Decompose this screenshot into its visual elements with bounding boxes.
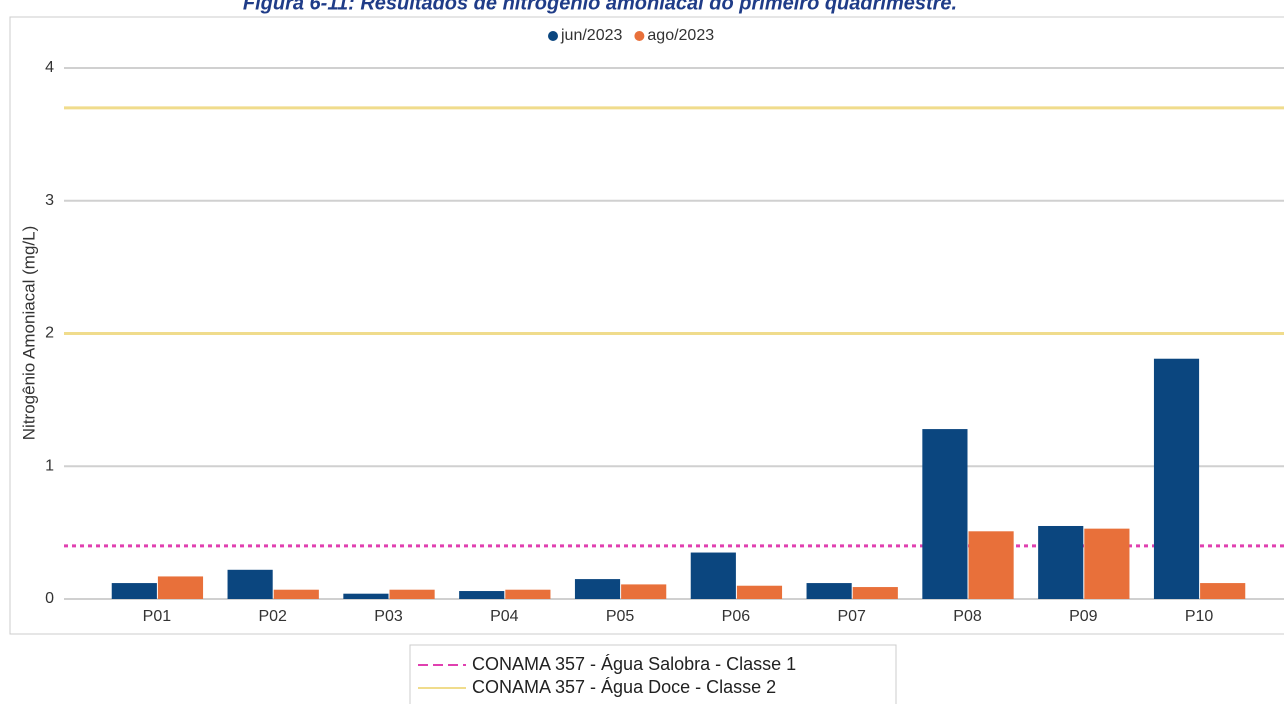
bar <box>343 593 389 599</box>
x-tick-label: P02 <box>258 608 287 625</box>
legend-label: CONAMA 357 - Água Doce - Classe 2 <box>472 677 776 697</box>
y-axis-label: Nitrogênio Amoniacal (mg/L) <box>19 226 38 440</box>
bar <box>227 569 273 599</box>
x-tick-label: P08 <box>953 608 982 625</box>
bar <box>736 585 783 599</box>
bar <box>505 589 551 599</box>
frame <box>9 16 1284 635</box>
y-tick-label: 0 <box>45 590 54 607</box>
legend-marker <box>634 31 645 41</box>
legend-marker <box>548 31 558 41</box>
x-tick-label: P05 <box>606 608 635 625</box>
bar <box>968 531 1014 599</box>
y-tick-label: 2 <box>45 325 54 342</box>
y-tick-label: 4 <box>45 59 54 76</box>
legend-label: jun/2023 <box>560 27 622 44</box>
bar <box>1038 525 1084 599</box>
bar <box>459 591 505 599</box>
legend-label: CONAMA 357 - Água Salobra - Classe 1 <box>472 654 796 674</box>
x-tick-label: P03 <box>374 608 403 625</box>
y-tick-label: 3 <box>45 192 54 209</box>
bar <box>574 579 621 599</box>
bar <box>621 584 667 599</box>
x-tick-label: P04 <box>490 608 519 625</box>
bar <box>1153 358 1200 599</box>
bar <box>273 589 319 599</box>
bar <box>389 589 435 599</box>
bar <box>111 583 157 599</box>
bar <box>922 429 968 599</box>
bar <box>157 576 204 599</box>
x-tick-label: P10 <box>1185 608 1214 625</box>
legend-label: ago/2023 <box>647 27 714 44</box>
bar <box>852 587 898 599</box>
chart-title: Figura 6-11: Resultados de nitrogênio am… <box>243 0 957 14</box>
bar <box>690 552 736 599</box>
x-tick-label: P01 <box>143 608 172 625</box>
x-tick-label: P07 <box>837 608 866 625</box>
x-tick-label: P09 <box>1069 608 1098 625</box>
x-tick-label: P06 <box>722 608 751 625</box>
y-tick-label: 1 <box>45 457 54 474</box>
bar <box>1200 583 1246 599</box>
bar <box>1084 528 1130 599</box>
bar <box>806 583 852 599</box>
